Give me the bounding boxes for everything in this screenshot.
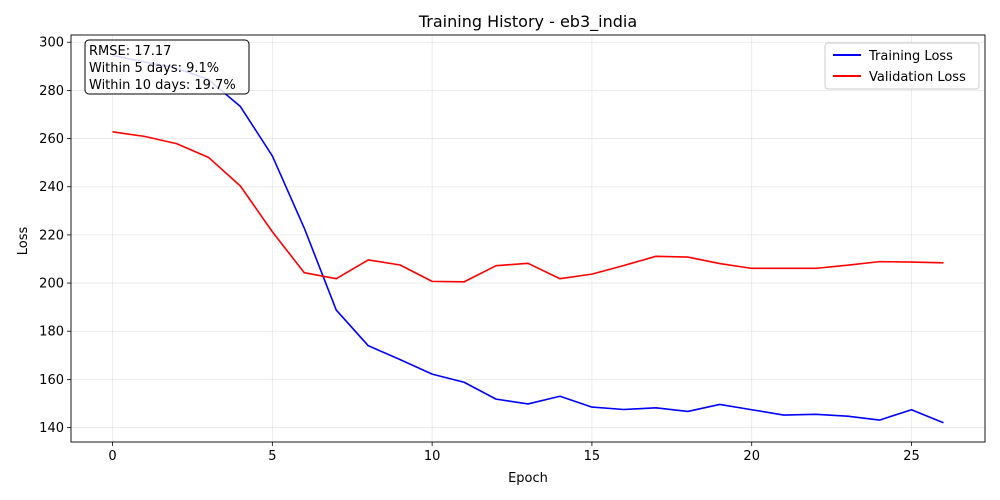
x-tick-label: 5 [268, 449, 276, 464]
x-tick-label: 20 [743, 449, 760, 464]
y-axis-label: Loss [16, 227, 31, 256]
y-tick-label: 280 [39, 84, 64, 99]
annotation-rmse: RMSE: 17.17 [89, 44, 171, 59]
legend: Training Loss Validation Loss [824, 42, 980, 90]
annotation-within-10-days: Within 10 days: 19.7% [89, 78, 236, 93]
metrics-annotation-box: RMSE: 17.17 Within 5 days: 9.1% Within 1… [84, 39, 250, 95]
y-tick-label: 300 [39, 36, 64, 51]
annotation-box-background [84, 39, 250, 95]
y-tick-label: 260 [39, 132, 64, 147]
y-tick-label: 240 [39, 180, 64, 195]
axes-frame [70, 34, 986, 443]
x-tick-label: 0 [108, 449, 116, 464]
legend-label-training-loss: Training Loss [868, 49, 953, 64]
legend-box [824, 42, 980, 90]
legend-label-validation-loss: Validation Loss [869, 70, 966, 85]
x-tick-label: 15 [584, 449, 601, 464]
x-tick-label: 25 [903, 449, 920, 464]
annotation-within-5-days: Within 5 days: 9.1% [89, 61, 219, 76]
series-lines [112, 54, 944, 424]
y-tick-label: 220 [39, 228, 64, 243]
chart-title: Training History - eb3_india [418, 12, 637, 32]
axis-ticks: 0 5 10 15 20 25 140 160 180 200 220 240 260 280 300 [39, 36, 920, 464]
y-tick-label: 180 [39, 325, 64, 340]
y-tick-label: 160 [39, 373, 64, 388]
y-tick-label: 140 [39, 421, 64, 436]
series-line-training-loss [112, 54, 944, 424]
series-line-validation-loss [112, 131, 944, 283]
grid-lines [71, 35, 985, 442]
x-axis-label: Epoch [508, 471, 548, 486]
x-tick-label: 10 [424, 449, 441, 464]
y-tick-label: 200 [39, 277, 64, 292]
